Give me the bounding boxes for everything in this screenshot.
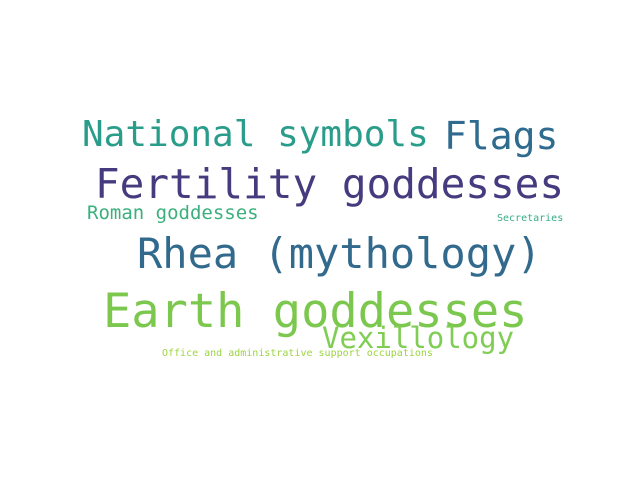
word-office-administrative-support: Office and administrative support occupa… [162,348,433,359]
word-earth-goddesses: Earth goddesses [103,284,528,339]
word-flags: Flags [444,114,559,158]
word-secretaries: Secretaries [497,213,564,224]
word-rhea-mythology: Rhea (mythology) [137,229,542,278]
word-roman-goddesses: Roman goddesses [87,202,259,224]
word-national-symbols: National symbols [82,114,429,155]
word-fertility-goddesses: Fertility goddesses [95,160,564,208]
word-vexillology: Vexillology [322,321,515,355]
